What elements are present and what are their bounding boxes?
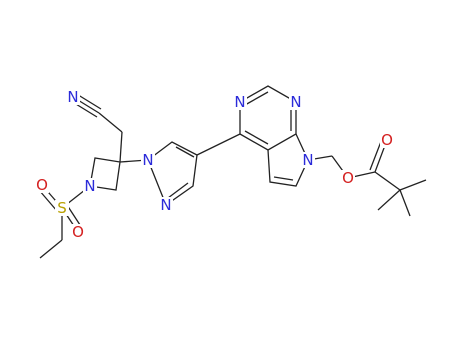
atom-label: O xyxy=(72,223,84,241)
bonds xyxy=(38,85,427,259)
atom-label: O xyxy=(381,131,393,149)
atom-label: N xyxy=(234,93,245,111)
atom-label: N xyxy=(142,151,153,169)
atom-label: N xyxy=(160,196,171,214)
atom-label: N xyxy=(302,151,313,169)
atom-label: S xyxy=(57,199,67,217)
atom-label: O xyxy=(36,176,48,194)
atom-labels: N N S O O N N N N N O O xyxy=(35,88,394,241)
atom-label: O xyxy=(342,169,354,187)
atom-label: N xyxy=(84,177,95,195)
atom-label: N xyxy=(67,88,78,106)
atom-label: N xyxy=(290,93,301,111)
